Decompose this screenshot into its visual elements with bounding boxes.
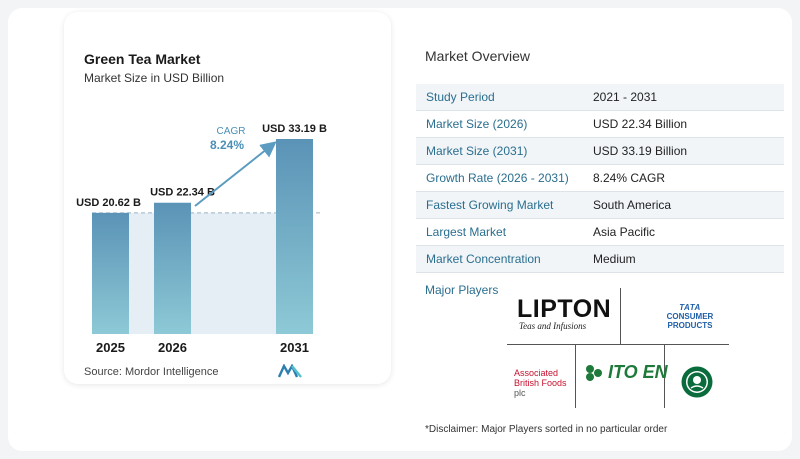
overview-key: Fastest Growing Market xyxy=(426,198,554,212)
overview-value: USD 33.19 Billion xyxy=(593,144,688,158)
data-label-2025: USD 20.62 B xyxy=(76,197,141,209)
x-tick-2031: 2031 xyxy=(280,340,309,355)
overview-value: 2021 - 2031 xyxy=(593,90,658,104)
overview-table: Study Period 2021 - 2031 Market Size (202… xyxy=(416,84,784,273)
abf-line1: Associated xyxy=(514,368,559,378)
overview-row: Market Concentration Medium xyxy=(416,246,784,273)
overview-key: Study Period xyxy=(426,90,495,104)
data-label-2026: USD 22.34 B xyxy=(150,187,215,199)
disclaimer-text: *Disclaimer: Major Players sorted in no … xyxy=(425,424,668,435)
players-divider xyxy=(620,288,621,344)
overview-key: Market Concentration xyxy=(426,252,541,266)
tata-line2: CONSUMER xyxy=(666,312,714,321)
overview-value: South America xyxy=(593,198,672,212)
starbucks-logo-icon xyxy=(681,366,713,398)
players-divider xyxy=(664,344,665,408)
cagr-arrow xyxy=(194,141,277,207)
bar-2026 xyxy=(154,202,191,334)
data-label-2031: USD 33.19 B xyxy=(262,123,327,135)
overview-key: Growth Rate (2026 - 2031) xyxy=(426,171,569,185)
overview-row: Market Size (2031) USD 33.19 Billion xyxy=(416,138,784,165)
overview-value: Asia Pacific xyxy=(593,225,656,239)
lipton-tagline: Teas and Infusions xyxy=(519,321,587,331)
itoen-leaf-icon xyxy=(586,364,602,381)
major-players-title: Major Players xyxy=(425,283,499,297)
source-label: Source: xyxy=(84,366,122,378)
overview-title: Market Overview xyxy=(425,48,531,64)
x-tick-2025: 2025 xyxy=(96,340,125,355)
overview-key: Market Size (2026) xyxy=(426,117,528,131)
chart-subtitle: Market Size in USD Billion xyxy=(84,71,225,85)
chart-title: Green Tea Market xyxy=(84,51,201,67)
bar-2025 xyxy=(92,212,129,334)
abf-line2: British Foods xyxy=(514,378,567,388)
mordor-intelligence-logo xyxy=(278,364,302,378)
source-value: Mordor Intelligence xyxy=(124,366,219,378)
source-text: Source: Mordor Intelligence xyxy=(84,366,219,378)
overview-row: Study Period 2021 - 2031 xyxy=(416,84,784,111)
overview-value: 8.24% CAGR xyxy=(593,171,666,185)
x-tick-2026: 2026 xyxy=(158,340,187,355)
overview-value: Medium xyxy=(593,252,636,266)
overview-row: Growth Rate (2026 - 2031) 8.24% CAGR xyxy=(416,165,784,192)
overview-row: Market Size (2026) USD 22.34 Billion xyxy=(416,111,784,138)
players-divider xyxy=(575,344,576,408)
tata-logo: TATA CONSUMER PRODUCTS xyxy=(648,303,732,330)
cagr-value: 8.24% xyxy=(210,138,244,152)
overview-key: Largest Market xyxy=(426,225,507,239)
lipton-logo: LIPTON Teas and Infusions xyxy=(517,295,617,331)
overview-row: Largest Market Asia Pacific xyxy=(416,219,784,246)
itoen-wordmark: ITO EN xyxy=(608,362,668,382)
players-divider xyxy=(507,344,729,345)
cagr-label: CAGR xyxy=(217,126,246,137)
overview-row: Fastest Growing Market South America xyxy=(416,192,784,219)
tata-wordmark: TATA xyxy=(679,303,701,312)
abf-line3: plc xyxy=(514,388,526,398)
overview-value: USD 22.34 Billion xyxy=(593,117,688,131)
overview-key: Market Size (2031) xyxy=(426,144,528,158)
tata-line3: PRODUCTS xyxy=(667,321,713,330)
bar-2031 xyxy=(276,139,313,334)
lipton-wordmark: LIPTON xyxy=(517,295,612,323)
itoen-logo: ITO EN xyxy=(583,362,668,383)
abf-logo: Associated British Foods plc xyxy=(514,368,567,398)
